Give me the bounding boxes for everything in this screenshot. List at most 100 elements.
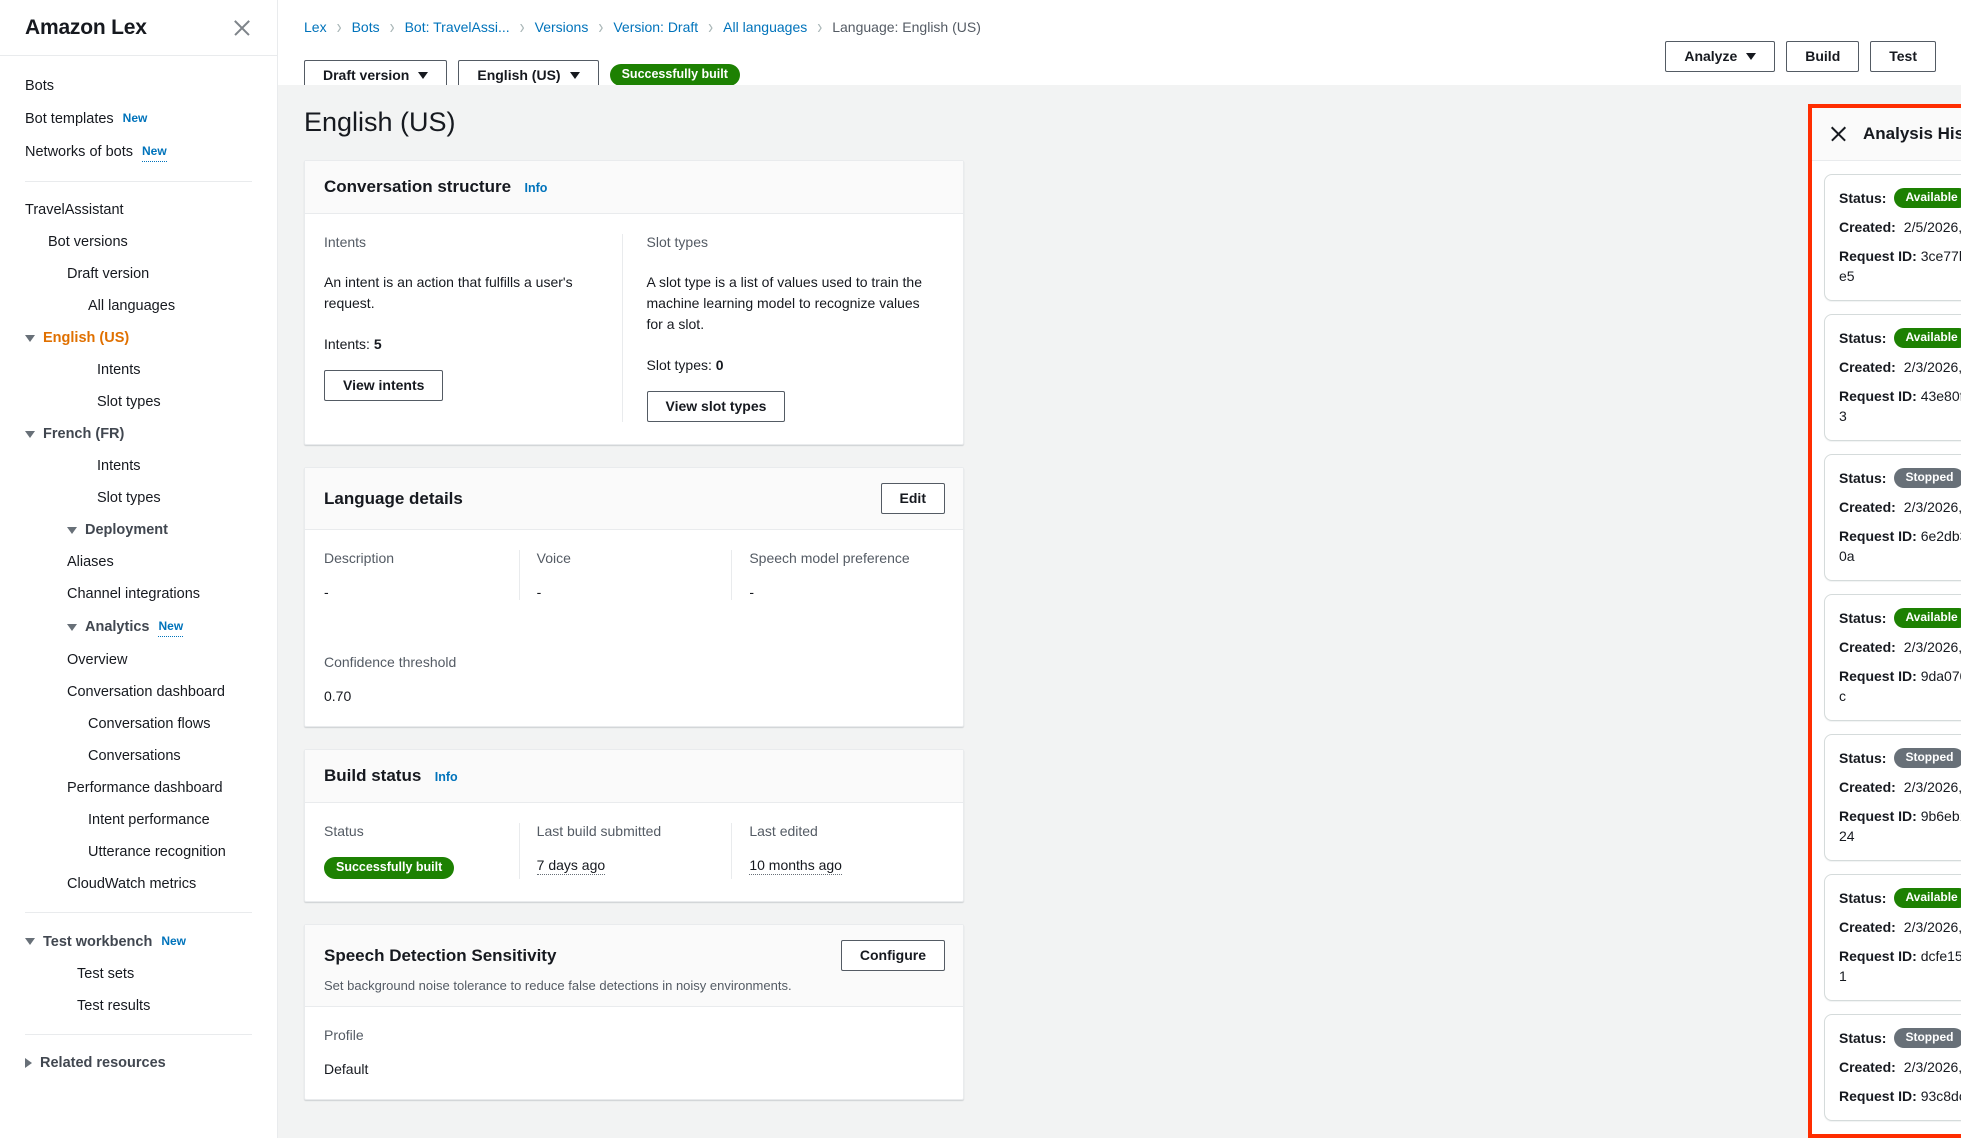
- sidebar-item-label: English (US): [43, 330, 130, 346]
- sidebar-item-channel-integrations[interactable]: Channel integrations: [0, 578, 277, 610]
- sidebar-item-bots[interactable]: Bots: [0, 70, 277, 102]
- breadcrumb-item[interactable]: Bots: [351, 19, 380, 35]
- sidebar-item-deployment[interactable]: Deployment: [0, 514, 277, 546]
- breadcrumb-separator-icon: ›: [598, 15, 604, 39]
- last-edited-label: Last edited: [749, 823, 818, 839]
- sidebar-item-label: All languages: [88, 298, 176, 314]
- breadcrumb-item[interactable]: Versions: [534, 19, 589, 35]
- chevron-right-icon[interactable]: [25, 1058, 32, 1068]
- speech-detection-title: Speech Detection Sensitivity: [324, 945, 557, 965]
- list-item[interactable]: Status: Available Created: 2/3/2026, 2:55:1…: [1824, 594, 1961, 721]
- sidebar-item-label: Intents: [97, 458, 141, 474]
- list-item[interactable]: Status: Stopped Created: 2/3/2026, 2:54:33 …: [1824, 734, 1961, 861]
- info-link[interactable]: Info: [434, 770, 458, 784]
- slot-types-count: Slot types: 0: [647, 357, 927, 373]
- sidebar-item-overview[interactable]: Overview: [0, 644, 277, 676]
- close-icon[interactable]: [231, 17, 253, 39]
- intents-count: Intents: 5: [324, 336, 604, 352]
- intents-count-value: 5: [373, 336, 382, 352]
- created-line: Created: 2/3/2026, 2:55:14 PM: [1839, 637, 1961, 657]
- sidebar-item-bot-templates[interactable]: Bot templates New: [0, 102, 277, 135]
- sidebar-item-test-results[interactable]: Test results: [0, 990, 277, 1022]
- sidebar-item-intents[interactable]: Intents: [0, 354, 277, 386]
- created-label: Created:: [1839, 219, 1896, 235]
- sidebar-item-performance-dashboard[interactable]: Performance dashboard: [0, 772, 277, 804]
- sidebar-item-label: Slot types: [97, 490, 161, 506]
- sidebar-item-test-sets[interactable]: Test sets: [0, 958, 277, 990]
- info-link[interactable]: Info: [524, 181, 548, 195]
- analysis-history-row: Status: Stopped Created: 2/3/2026, 2:12:48 …: [1812, 1014, 1961, 1121]
- created-line: Created: 2/3/2026, 2:57:19 PM: [1839, 357, 1961, 377]
- last-edited-value: 10 months ago: [749, 857, 930, 875]
- sidebar-item-intent-performance[interactable]: Intent performance: [0, 804, 277, 836]
- analyze-button[interactable]: Analyze: [1665, 41, 1776, 72]
- sidebar-item-aliases[interactable]: Aliases: [0, 546, 277, 578]
- created-line: Created: 2/5/2026, 4:27:03 PM: [1839, 217, 1961, 237]
- sidebar-item-bot-versions[interactable]: Bot versions: [0, 226, 277, 258]
- breadcrumb-separator-icon: ›: [519, 15, 525, 39]
- chevron-down-icon[interactable]: [25, 938, 35, 945]
- breadcrumb-item[interactable]: All languages: [723, 19, 808, 35]
- sidebar-item-slot-types[interactable]: Slot types: [0, 482, 277, 514]
- build-status-card: Build status Info Status Successfully bu…: [304, 749, 964, 902]
- status-field: Status Successfully built: [324, 823, 519, 879]
- build-button[interactable]: Build: [1786, 41, 1860, 72]
- main-region: Lex › Bots › Bot: TravelAssi... › Versions › Ver…: [278, 0, 1961, 1138]
- speech-detection-header: Speech Detection Sensitivity Configure S…: [305, 925, 963, 1007]
- sidebar-item-test-workbench[interactable]: Test workbench New: [0, 925, 277, 958]
- sidebar-item-label: Test results: [77, 998, 151, 1014]
- edit-button[interactable]: Edit: [880, 483, 945, 514]
- list-item[interactable]: Status: Available Created: 2/3/2026, 2:54:2…: [1824, 874, 1961, 1001]
- list-item[interactable]: Status: Stopped Created: 2/3/2026, 2:12:48 …: [1824, 1014, 1961, 1121]
- request-id-label: Request ID:: [1839, 528, 1917, 544]
- request-id-label: Request ID:: [1839, 948, 1917, 964]
- sidebar-item-slot-types[interactable]: Slot types: [0, 386, 277, 418]
- test-button[interactable]: Test: [1870, 41, 1936, 72]
- speech-detection-card: Speech Detection Sensitivity Configure S…: [304, 924, 964, 1100]
- voice-value: -: [536, 584, 542, 600]
- sidebar-item-all-languages[interactable]: All languages: [0, 290, 277, 322]
- sidebar-item-conversation-flows[interactable]: Conversation flows: [0, 708, 277, 740]
- sidebar-header: Amazon Lex: [0, 0, 277, 56]
- intents-description: An intent is an action that fulfills a u…: [324, 274, 573, 311]
- list-item[interactable]: Status: Stopped Created: 2/3/2026, 2:55:22 …: [1824, 454, 1961, 581]
- close-icon[interactable]: [1829, 124, 1849, 144]
- list-item[interactable]: Status: Available Created: 2/5/2026, 4:27:0…: [1824, 174, 1961, 301]
- sidebar-item-conversation-dashboard[interactable]: Conversation dashboard: [0, 676, 277, 708]
- chevron-down-icon[interactable]: [67, 526, 77, 534]
- sidebar-item-draft-version[interactable]: Draft version: [0, 258, 277, 290]
- created-value: 2/3/2026, 2:54:24 PM: [1903, 919, 1961, 935]
- conversation-structure-card: Conversation structure Info Intents An i…: [304, 160, 964, 445]
- list-item[interactable]: Status: Available Created: 2/3/2026, 2:57:1…: [1824, 314, 1961, 441]
- sidebar-item-analytics[interactable]: Analytics New: [0, 610, 277, 644]
- breadcrumb-item[interactable]: Bot: TravelAssi...: [404, 19, 510, 35]
- sidebar-item-related-resources[interactable]: Related resources: [0, 1047, 277, 1079]
- request-id-value: 43e80ffc-6404-4a89-a71e-e2c10275e233: [1839, 388, 1961, 424]
- sidebar-item-utterance-recognition[interactable]: Utterance recognition: [0, 836, 277, 868]
- sidebar-item-english-us[interactable]: English (US): [0, 322, 277, 354]
- version-select-label: Draft version: [323, 66, 410, 83]
- created-label: Created:: [1839, 919, 1896, 935]
- sidebar-item-travelassistant[interactable]: TravelAssistant: [0, 194, 277, 226]
- chevron-down-icon[interactable]: [25, 430, 35, 438]
- speech-model-field: Speech model preference -: [731, 550, 944, 600]
- slot-types-description: A slot type is a list of values used to …: [646, 274, 922, 332]
- breadcrumb-item[interactable]: Version: Draft: [613, 19, 699, 35]
- sidebar-item-conversations[interactable]: Conversations: [0, 740, 277, 772]
- chevron-down-icon[interactable]: [67, 623, 77, 631]
- configure-button[interactable]: Configure: [840, 940, 945, 971]
- chevron-down-icon: [569, 71, 580, 79]
- view-slot-types-button[interactable]: View slot types: [646, 391, 786, 422]
- language-details-columns: Description - Voice - Speech model prefe…: [324, 550, 944, 600]
- view-intents-button[interactable]: View intents: [324, 370, 444, 401]
- breadcrumb-item[interactable]: Lex: [304, 19, 327, 35]
- nav-separator: [25, 912, 252, 913]
- sidebar-item-french-fr[interactable]: French (FR): [0, 418, 277, 450]
- sidebar-item-networks-of-bots[interactable]: Networks of bots New: [0, 135, 277, 169]
- chevron-down-icon[interactable]: [25, 334, 35, 342]
- analysis-history-list[interactable]: Status: Available Created: 2/5/2026, 4:27:0…: [1812, 162, 1961, 1134]
- last-build-label: Last build submitted: [536, 823, 662, 839]
- sidebar-item-intents[interactable]: Intents: [0, 450, 277, 482]
- last-build-text: 7 days ago: [536, 857, 606, 875]
- sidebar-item-cloudwatch-metrics[interactable]: CloudWatch metrics: [0, 868, 277, 900]
